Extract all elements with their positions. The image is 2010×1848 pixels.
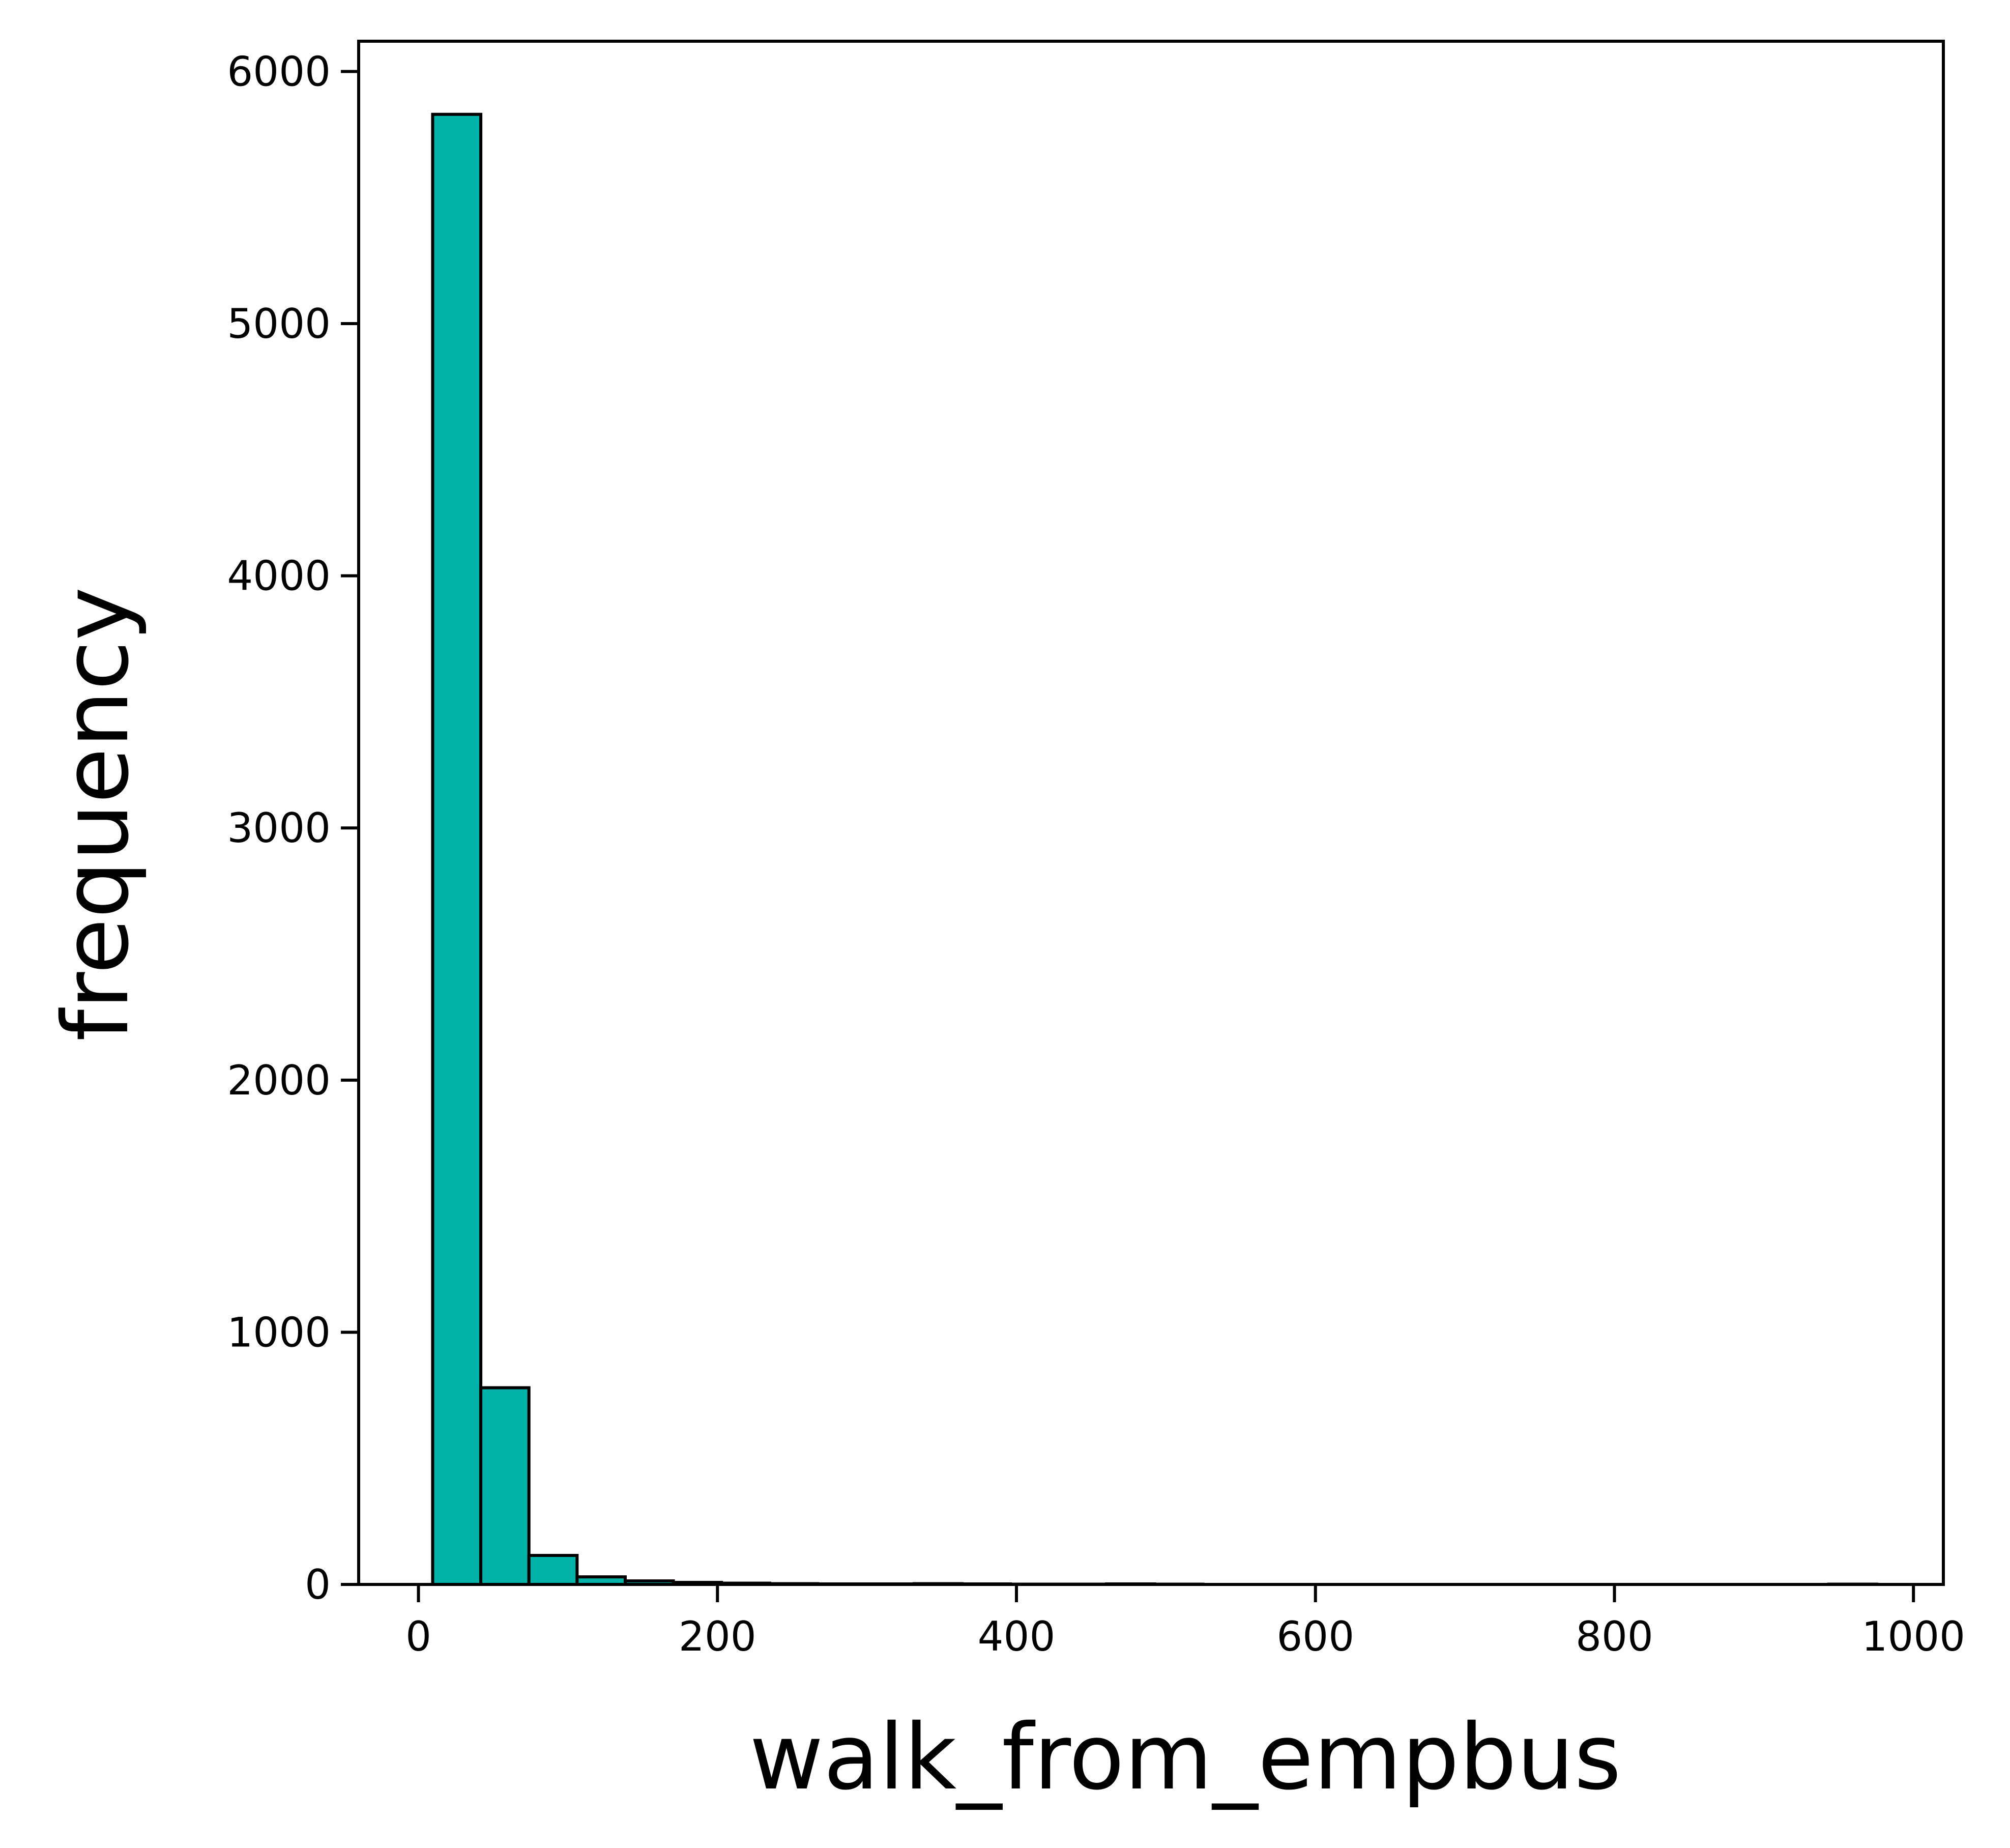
y-tick-label: 3000 [227,804,331,852]
y-tick-label: 5000 [227,300,331,348]
x-tick-label: 200 [679,1613,756,1660]
y-tick-label: 6000 [227,48,331,95]
plot-frame [357,40,1945,1586]
x-tick-label: 600 [1276,1613,1354,1660]
y-axis-ticks: 0 1000 2000 3000 4000 5000 6000 [227,48,359,1608]
histogram-bar [527,1554,579,1586]
y-tick-label: 1000 [227,1309,331,1356]
y-axis-label: frequency [43,587,149,1042]
y-tick-label: 4000 [227,553,331,600]
x-axis-ticks: 0 200 400 600 800 1000 [405,1584,1965,1660]
x-tick-label: 0 [405,1613,431,1660]
histogram-bar [479,1386,531,1586]
y-tick-label: 0 [305,1561,331,1608]
x-tick-label: 400 [978,1613,1056,1660]
x-tick-label: 800 [1576,1613,1653,1660]
histogram-bars [431,112,1879,1586]
x-axis-label: walk_from_empbus [749,1705,1621,1810]
y-tick-label: 2000 [227,1057,331,1104]
x-tick-label: 1000 [1861,1613,1965,1660]
histogram-bar [431,112,483,1586]
